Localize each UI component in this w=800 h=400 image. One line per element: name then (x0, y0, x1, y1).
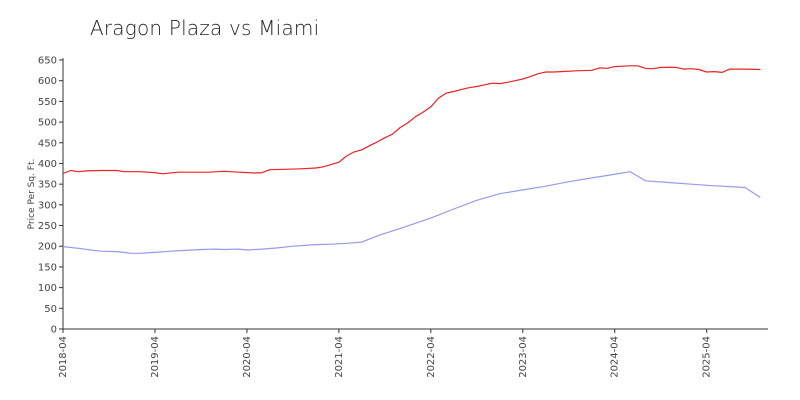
x-tick-label: 2024-04 (610, 336, 621, 378)
y-tick-label: 400 (38, 159, 57, 170)
y-tick-label: 600 (38, 76, 57, 87)
y-tick-label: 300 (38, 200, 57, 211)
x-tick-label: 2019-04 (150, 336, 161, 378)
y-tick-label: 500 (38, 118, 57, 129)
y-axis: 0 50 100 150 200 250 300 350 400 450 500 550 600 650 (38, 56, 64, 336)
x-tick-label: 2022-04 (426, 336, 437, 378)
y-tick-label: 550 (38, 97, 57, 108)
y-tick-label: 0 (51, 325, 57, 336)
y-tick-label: 100 (38, 283, 57, 294)
series-lines (62, 65, 761, 254)
y-tick-label: 50 (44, 304, 57, 315)
x-tick-label: 2021-04 (334, 336, 345, 378)
y-tick-label: 250 (38, 221, 57, 232)
chart-title: Aragon Plaza vs Miami (90, 16, 320, 40)
y-tick-label: 350 (38, 180, 57, 191)
y-tick-label: 200 (38, 242, 57, 253)
x-tick-label: 2023-04 (518, 336, 529, 378)
y-tick-label: 450 (38, 138, 57, 149)
series-line-1 (62, 65, 761, 175)
y-tick-label: 150 (38, 262, 57, 273)
series-line-2 (62, 171, 761, 254)
y-axis-title: Price Per Sq. Ft. (27, 159, 37, 230)
x-tick-label: 2025-04 (702, 336, 713, 378)
y-tick-label: 650 (38, 56, 57, 67)
x-axis: 2018-04 2019-04 2020-04 2021-04 2022-04 2023-… (58, 328, 768, 378)
x-tick-label: 2020-04 (242, 336, 253, 378)
x-tick-label: 2018-04 (58, 336, 69, 378)
